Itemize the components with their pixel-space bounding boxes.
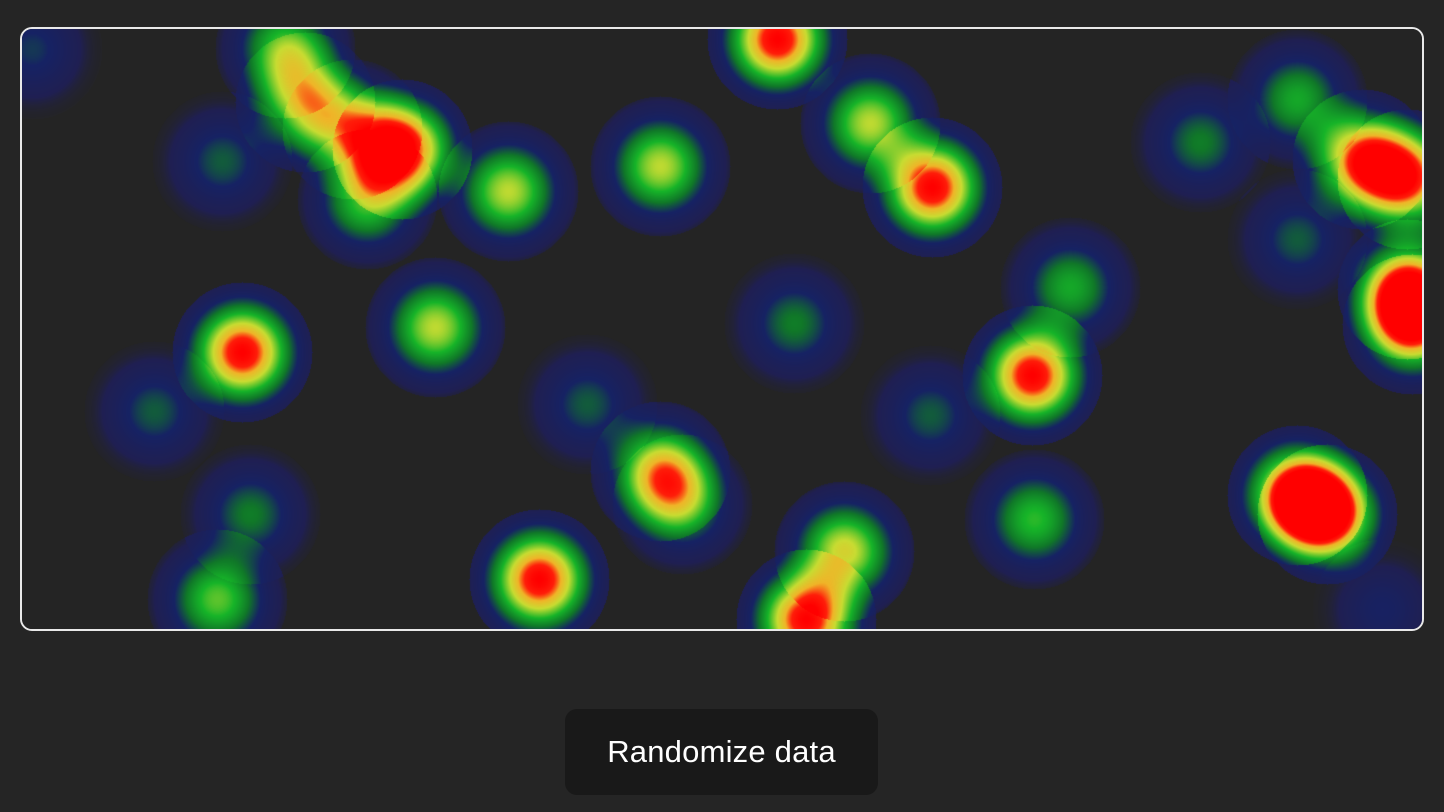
heatmap-panel bbox=[20, 27, 1424, 631]
randomize-data-button[interactable]: Randomize data bbox=[565, 709, 878, 795]
heatmap-canvas bbox=[22, 29, 1422, 629]
